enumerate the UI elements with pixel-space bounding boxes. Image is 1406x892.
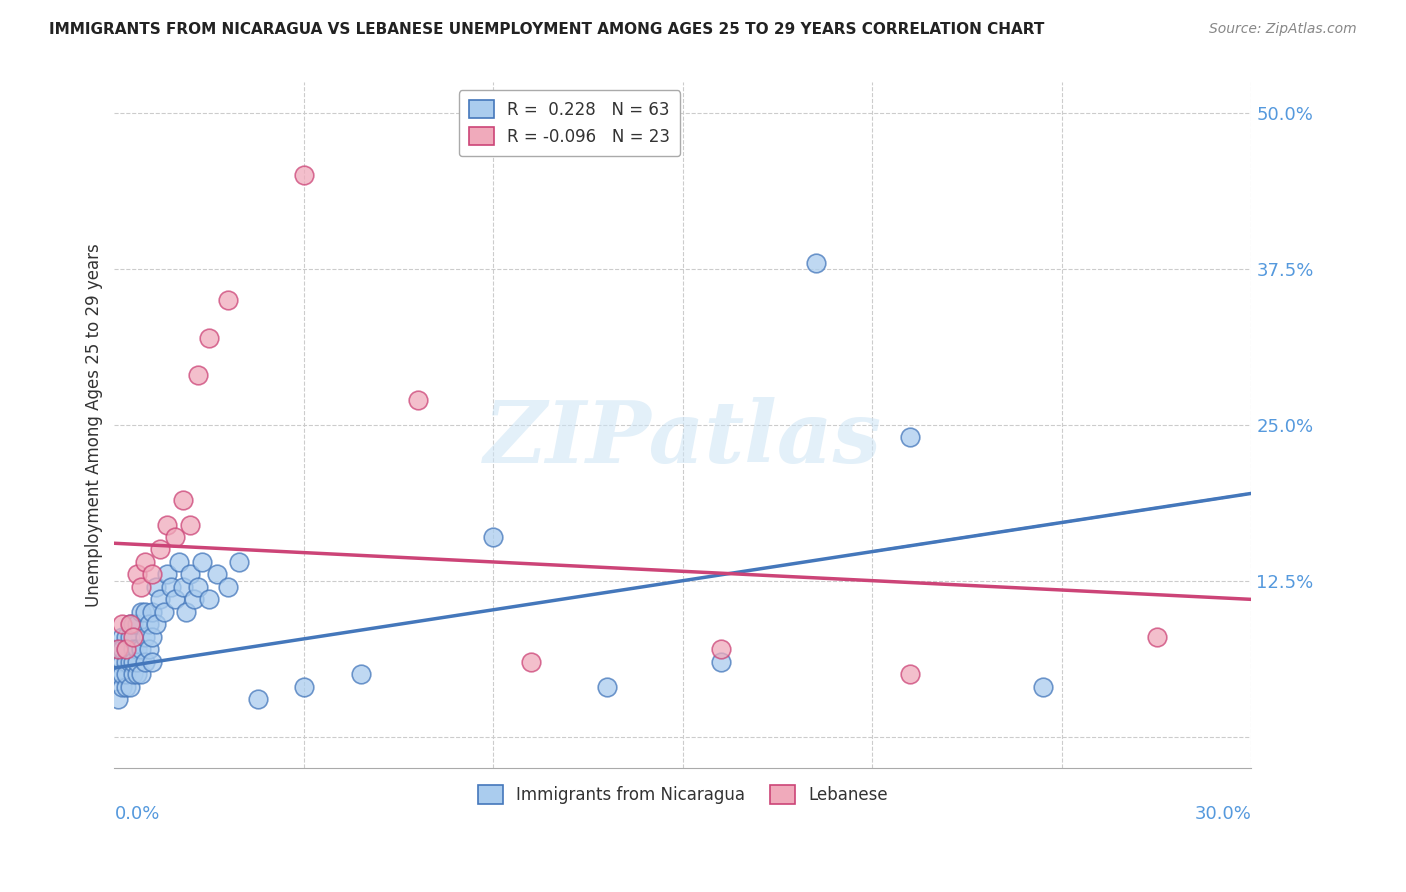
- Point: [804, 256, 827, 270]
- Point: [114, 642, 136, 657]
- Point: [118, 655, 141, 669]
- Point: [172, 580, 194, 594]
- Point: [183, 592, 205, 607]
- Point: [111, 680, 134, 694]
- Point: [122, 642, 145, 657]
- Point: [406, 392, 429, 407]
- Point: [134, 655, 156, 669]
- Point: [127, 567, 149, 582]
- Point: [141, 605, 163, 619]
- Point: [217, 293, 239, 307]
- Point: [122, 630, 145, 644]
- Point: [138, 642, 160, 657]
- Point: [165, 592, 187, 607]
- Y-axis label: Unemployment Among Ages 25 to 29 years: Unemployment Among Ages 25 to 29 years: [86, 243, 103, 607]
- Point: [165, 530, 187, 544]
- Point: [107, 642, 129, 657]
- Point: [141, 567, 163, 582]
- Point: [127, 617, 149, 632]
- Point: [129, 605, 152, 619]
- Point: [156, 567, 179, 582]
- Point: [118, 617, 141, 632]
- Point: [520, 655, 543, 669]
- Point: [292, 680, 315, 694]
- Point: [127, 655, 149, 669]
- Point: [898, 667, 921, 681]
- Point: [111, 655, 134, 669]
- Point: [111, 642, 134, 657]
- Point: [107, 667, 129, 681]
- Point: [111, 667, 134, 681]
- Point: [129, 580, 152, 594]
- Point: [217, 580, 239, 594]
- Point: [111, 617, 134, 632]
- Point: [141, 630, 163, 644]
- Point: [134, 605, 156, 619]
- Point: [176, 605, 198, 619]
- Point: [350, 667, 373, 681]
- Point: [134, 555, 156, 569]
- Point: [205, 567, 228, 582]
- Point: [122, 655, 145, 669]
- Point: [138, 617, 160, 632]
- Point: [118, 617, 141, 632]
- Point: [122, 667, 145, 681]
- Point: [1032, 680, 1054, 694]
- Point: [198, 330, 221, 344]
- Point: [228, 555, 250, 569]
- Text: 30.0%: 30.0%: [1195, 805, 1251, 823]
- Point: [710, 642, 733, 657]
- Point: [898, 430, 921, 444]
- Text: IMMIGRANTS FROM NICARAGUA VS LEBANESE UNEMPLOYMENT AMONG AGES 25 TO 29 YEARS COR: IMMIGRANTS FROM NICARAGUA VS LEBANESE UN…: [49, 22, 1045, 37]
- Point: [156, 517, 179, 532]
- Point: [134, 630, 156, 644]
- Text: 0.0%: 0.0%: [114, 805, 160, 823]
- Point: [149, 592, 172, 607]
- Point: [114, 667, 136, 681]
- Point: [141, 655, 163, 669]
- Point: [145, 580, 167, 594]
- Point: [710, 655, 733, 669]
- Point: [160, 580, 183, 594]
- Point: [482, 530, 505, 544]
- Point: [129, 642, 152, 657]
- Legend: Immigrants from Nicaragua, Lebanese: Immigrants from Nicaragua, Lebanese: [471, 779, 894, 811]
- Point: [127, 667, 149, 681]
- Point: [172, 492, 194, 507]
- Point: [111, 630, 134, 644]
- Point: [114, 630, 136, 644]
- Point: [167, 555, 190, 569]
- Point: [145, 617, 167, 632]
- Point: [292, 169, 315, 183]
- Point: [179, 567, 201, 582]
- Point: [179, 517, 201, 532]
- Point: [118, 630, 141, 644]
- Point: [1146, 630, 1168, 644]
- Point: [122, 617, 145, 632]
- Point: [114, 680, 136, 694]
- Text: Source: ZipAtlas.com: Source: ZipAtlas.com: [1209, 22, 1357, 37]
- Point: [107, 692, 129, 706]
- Point: [107, 642, 129, 657]
- Point: [118, 680, 141, 694]
- Point: [190, 555, 212, 569]
- Point: [596, 680, 619, 694]
- Point: [198, 592, 221, 607]
- Point: [114, 642, 136, 657]
- Point: [152, 605, 174, 619]
- Point: [187, 368, 209, 382]
- Point: [127, 642, 149, 657]
- Point: [114, 655, 136, 669]
- Text: ZIPatlas: ZIPatlas: [484, 397, 882, 480]
- Point: [187, 580, 209, 594]
- Point: [247, 692, 270, 706]
- Point: [149, 542, 172, 557]
- Point: [129, 667, 152, 681]
